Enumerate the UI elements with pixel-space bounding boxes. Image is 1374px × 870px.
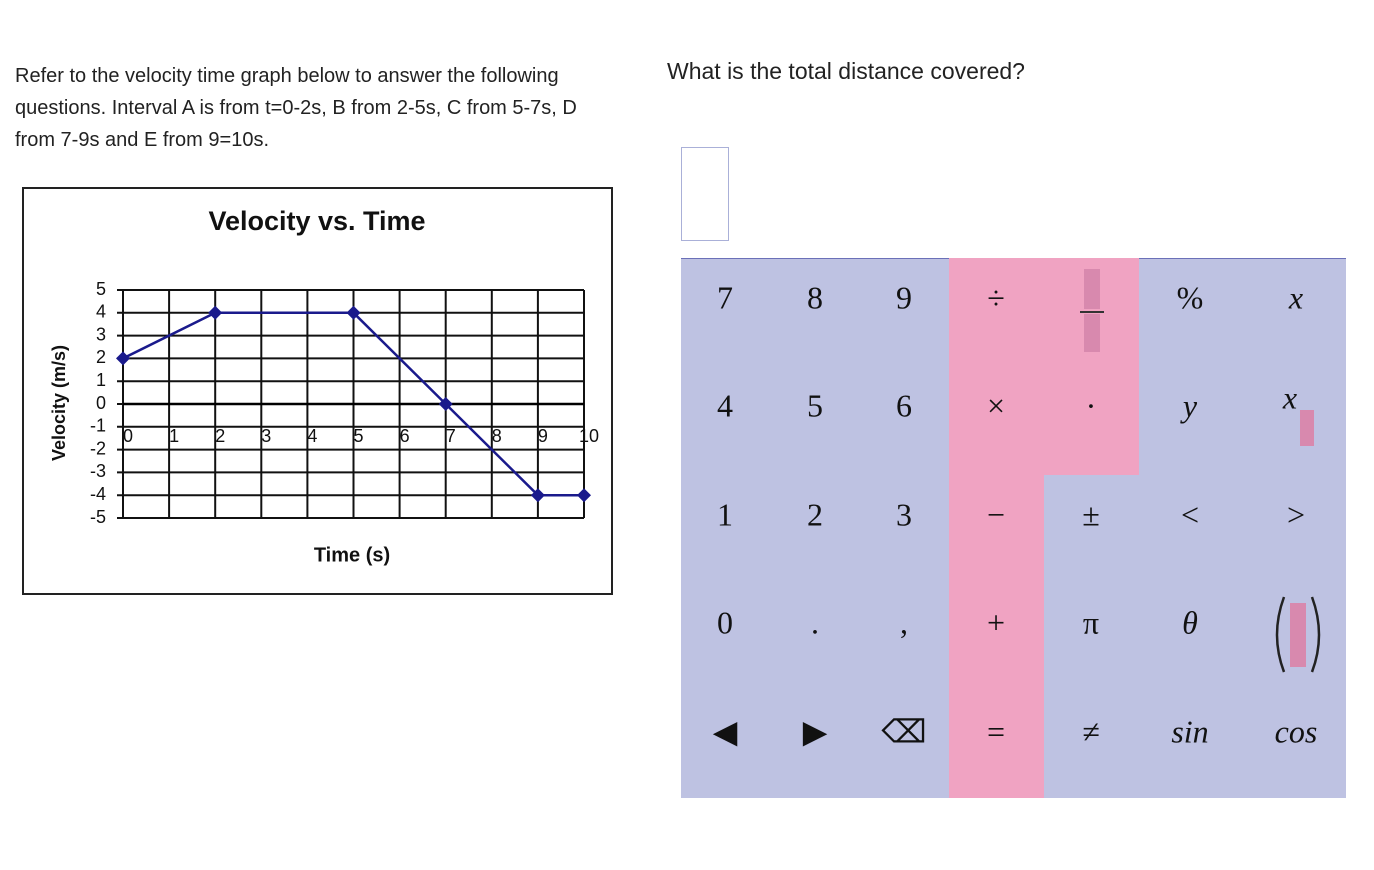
data-point bbox=[530, 488, 545, 503]
y-tick-label: 2 bbox=[96, 347, 106, 367]
y-tick-label: -4 bbox=[90, 484, 106, 504]
data-point bbox=[116, 351, 130, 366]
key-label[interactable]: , bbox=[900, 604, 908, 640]
question-prompt: What is the total distance covered? bbox=[667, 58, 1025, 84]
key-label[interactable]: π bbox=[1083, 604, 1099, 640]
data-point bbox=[438, 397, 453, 411]
x-tick-label: 8 bbox=[492, 426, 502, 446]
fraction-bar bbox=[1080, 311, 1104, 313]
key-label[interactable]: ≠ bbox=[1082, 713, 1100, 749]
key-label[interactable]: 7 bbox=[717, 279, 733, 315]
y-axis-label: Velocity (m/s) bbox=[49, 345, 69, 461]
y-tick-label: -5 bbox=[90, 507, 106, 527]
x-tick-label: 2 bbox=[215, 426, 225, 446]
key-label[interactable]: % bbox=[1177, 279, 1204, 315]
y-tick-label: 1 bbox=[96, 370, 106, 390]
data-point bbox=[577, 488, 591, 503]
chart-frame bbox=[22, 187, 613, 595]
y-tick-label: -2 bbox=[90, 438, 106, 458]
x-tick-label: 0 bbox=[123, 426, 133, 446]
key-label[interactable]: ± bbox=[1082, 496, 1100, 532]
key-label[interactable]: y bbox=[1180, 387, 1198, 423]
fraction-numerator bbox=[1084, 269, 1100, 309]
paren-icon bbox=[1275, 596, 1321, 673]
y-tick-label: -1 bbox=[90, 416, 106, 436]
key-label[interactable]: 2 bbox=[807, 496, 823, 532]
x-tick-label: 5 bbox=[353, 426, 363, 446]
key-label[interactable]: × bbox=[987, 387, 1005, 423]
key-label[interactable]: ◀ bbox=[713, 713, 738, 749]
key-label[interactable]: θ bbox=[1182, 604, 1198, 640]
x-tick-label: 7 bbox=[446, 426, 456, 446]
key-label[interactable]: − bbox=[987, 496, 1005, 532]
key-label[interactable]: 5 bbox=[807, 387, 823, 423]
x-tick-label: 9 bbox=[538, 426, 548, 446]
y-tick-label: 5 bbox=[96, 279, 106, 299]
x-tick-label: 10 bbox=[579, 426, 599, 446]
key-label[interactable]: 9 bbox=[896, 279, 912, 315]
x-tick-label: 6 bbox=[400, 426, 410, 446]
key-label[interactable]: cos bbox=[1275, 713, 1318, 749]
x-tick-label: 4 bbox=[307, 426, 317, 446]
key-label[interactable]: x bbox=[1282, 379, 1297, 415]
paren-box bbox=[1290, 603, 1306, 667]
data-line bbox=[122, 311, 584, 497]
y-tick-label: 0 bbox=[96, 393, 106, 413]
key-label[interactable]: ⌫ bbox=[881, 713, 926, 749]
y-tick-label: 3 bbox=[96, 324, 106, 344]
key-label[interactable]: > bbox=[1287, 496, 1305, 532]
chart-title: Velocity vs. Time bbox=[208, 206, 425, 236]
x-tick-label: 3 bbox=[261, 426, 271, 446]
data-point bbox=[208, 305, 223, 320]
key-label[interactable]: x bbox=[1288, 279, 1303, 315]
key-label[interactable]: 4 bbox=[717, 387, 733, 423]
fraction-denominator bbox=[1084, 314, 1100, 352]
key-label[interactable]: 3 bbox=[896, 496, 912, 532]
operator-column bbox=[949, 258, 1044, 798]
key-label[interactable]: ÷ bbox=[987, 279, 1005, 315]
dot-key[interactable] bbox=[1044, 366, 1139, 475]
key-label[interactable]: 6 bbox=[896, 387, 912, 423]
key-label[interactable]: = bbox=[987, 713, 1005, 749]
y-tick-label: 4 bbox=[96, 302, 106, 322]
data-point bbox=[346, 305, 361, 320]
key-label[interactable]: < bbox=[1181, 496, 1199, 532]
key-label[interactable]: ▶ bbox=[803, 713, 828, 749]
y-tick-label: -3 bbox=[90, 461, 106, 481]
key-label[interactable]: 0 bbox=[717, 604, 733, 640]
key-label[interactable]: + bbox=[987, 604, 1005, 640]
x-axis-label: Time (s) bbox=[314, 544, 390, 566]
superscript-box bbox=[1300, 410, 1314, 446]
question-intro: Refer to the velocity time graph below t… bbox=[15, 65, 577, 151]
key-label[interactable]: 1 bbox=[717, 496, 733, 532]
x-tick-label: 1 bbox=[169, 426, 179, 446]
key-label[interactable]: 8 bbox=[807, 279, 823, 315]
answer-input[interactable] bbox=[681, 147, 729, 241]
key-label[interactable]: · bbox=[1086, 387, 1097, 423]
key-label[interactable]: . bbox=[811, 604, 819, 640]
key-label[interactable]: sin bbox=[1171, 713, 1208, 749]
